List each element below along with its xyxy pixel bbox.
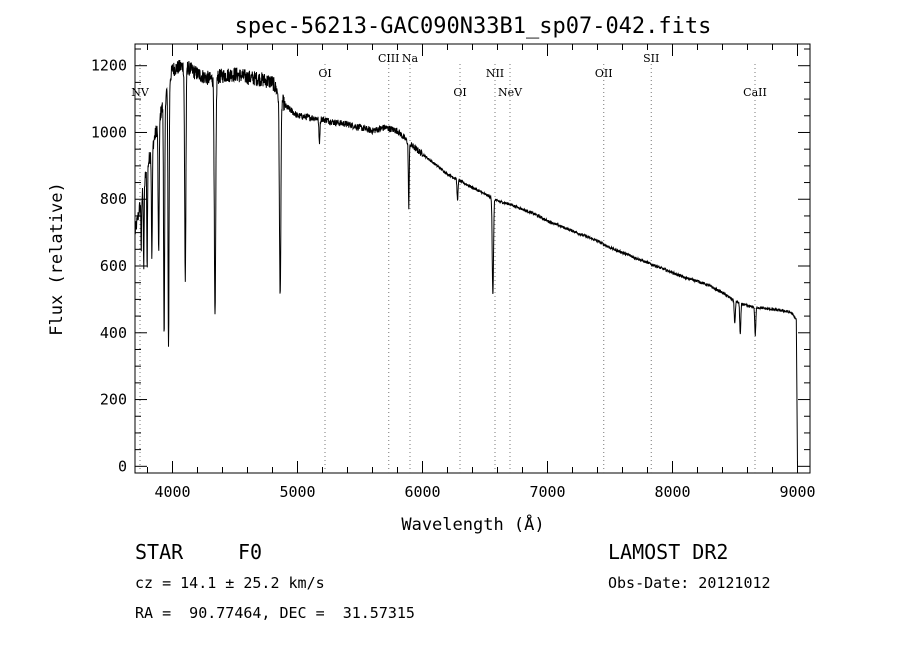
y-tick-label: 1200 <box>91 57 127 75</box>
tick-labels: 4000 5000 6000 7000 8000 9000 0 200 400 600 800 100… <box>91 57 816 501</box>
line-marker-label: NeV <box>498 86 523 99</box>
y-tick-label: 1000 <box>91 123 127 141</box>
x-axis-label: Wavelength (Å) <box>401 513 544 535</box>
line-marker-label: NV <box>131 86 150 99</box>
y-tick-label: 600 <box>100 257 127 275</box>
line-markers: NV OI CIII Na OI NII NeV OII SII CaII <box>131 52 767 473</box>
redshift: cz = 14.1 ± 25.2 km/s <box>135 574 325 592</box>
y-axis-label: Flux (relative) <box>47 182 67 336</box>
line-marker-label: OI <box>318 67 331 80</box>
line-marker-label: CaII <box>743 86 767 99</box>
line-marker-label: NII <box>486 67 504 80</box>
y-tick-label: 800 <box>100 190 127 208</box>
y-tick-label: 0 <box>118 457 127 475</box>
x-tick-label: 9000 <box>779 483 815 501</box>
plot-frame <box>134 43 811 474</box>
object-type: STAR <box>135 540 184 564</box>
y-tick-label: 200 <box>100 391 127 409</box>
line-marker-label: CIII <box>378 52 399 65</box>
line-marker-label: OI <box>453 86 466 99</box>
line-marker-label: SII <box>643 52 659 65</box>
x-tick-label: 5000 <box>279 483 315 501</box>
coordinates: RA = 90.77464, DEC = 31.57315 <box>135 604 415 622</box>
axis-ticks <box>135 44 810 473</box>
x-tick-label: 4000 <box>154 483 190 501</box>
subclass: F0 <box>238 540 263 564</box>
spectrum-line <box>134 59 798 467</box>
x-tick-label: 8000 <box>654 483 690 501</box>
x-tick-label: 7000 <box>529 483 565 501</box>
line-marker-label: OII <box>595 67 613 80</box>
line-marker-label: Na <box>402 52 419 65</box>
y-tick-label: 400 <box>100 324 127 342</box>
x-tick-label: 6000 <box>404 483 440 501</box>
chart-title: spec-56213-GAC090N33B1_sp07-042.fits <box>235 14 712 39</box>
obs-date: Obs-Date: 20121012 <box>608 574 771 592</box>
survey-name: LAMOST DR2 <box>608 540 729 564</box>
